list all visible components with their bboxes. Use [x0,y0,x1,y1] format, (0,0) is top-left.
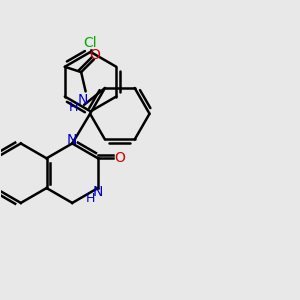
Text: N: N [93,184,103,199]
Text: N: N [77,93,88,107]
Text: Cl: Cl [84,36,98,50]
Text: O: O [114,151,125,165]
Text: O: O [90,48,101,62]
Text: N: N [67,133,77,147]
Text: H: H [68,101,78,114]
Text: H: H [86,192,95,205]
